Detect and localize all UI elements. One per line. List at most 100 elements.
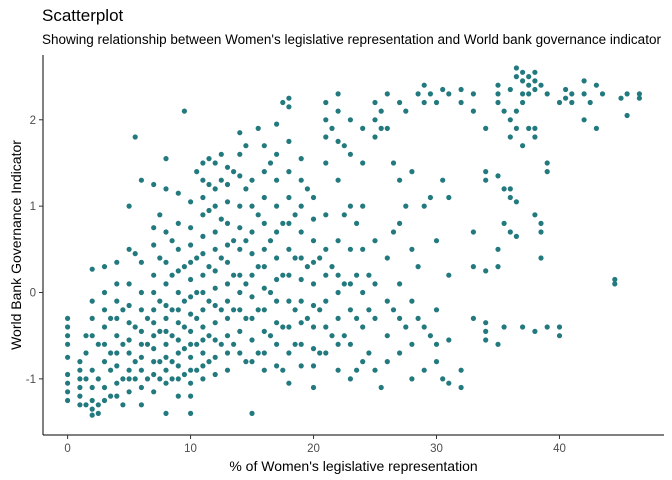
- data-point: [224, 281, 231, 287]
- data-point: [114, 393, 120, 399]
- data-point: [126, 246, 132, 252]
- data-point: [89, 333, 95, 339]
- data-point: [440, 177, 446, 183]
- data-point: [544, 160, 550, 166]
- data-point: [520, 91, 526, 97]
- data-point: [298, 255, 304, 261]
- data-point: [526, 91, 532, 97]
- data-point: [267, 289, 274, 296]
- data-point: [163, 186, 169, 192]
- data-point: [200, 337, 206, 343]
- data-point: [65, 324, 71, 330]
- data-point: [65, 315, 71, 321]
- x-axis-title: % of Women's legislative representation: [229, 458, 477, 474]
- data-point: [151, 225, 157, 231]
- data-point: [298, 229, 304, 235]
- data-point: [347, 203, 353, 209]
- data-point: [255, 212, 261, 218]
- data-point: [520, 99, 526, 106]
- data-point: [218, 341, 224, 347]
- data-point: [335, 367, 341, 373]
- data-point: [249, 337, 255, 343]
- data-point: [138, 328, 144, 334]
- data-point: [483, 328, 489, 334]
- data-point: [151, 346, 157, 352]
- data-point: [212, 246, 218, 252]
- data-point: [310, 346, 317, 352]
- data-point: [114, 281, 120, 287]
- data-point: [298, 363, 304, 369]
- data-point: [581, 117, 587, 123]
- data-point: [280, 324, 286, 330]
- data-point: [77, 376, 83, 382]
- data-point: [384, 333, 390, 339]
- data-point: [427, 333, 433, 339]
- data-point: [101, 359, 108, 365]
- data-point: [556, 333, 563, 339]
- data-point: [151, 242, 157, 248]
- data-point: [95, 402, 101, 408]
- data-point: [384, 359, 390, 365]
- data-point: [206, 156, 212, 162]
- data-point: [317, 255, 323, 261]
- data-point: [188, 242, 194, 248]
- data-point: [483, 177, 489, 183]
- data-point: [95, 410, 101, 416]
- data-point: [261, 367, 267, 373]
- data-point: [366, 272, 372, 278]
- data-point: [218, 216, 224, 222]
- data-point: [188, 311, 194, 317]
- data-point: [286, 324, 292, 330]
- data-point: [231, 341, 237, 347]
- data-point: [138, 402, 144, 408]
- data-point: [495, 173, 501, 179]
- data-point: [243, 143, 249, 149]
- x-tick-label: 20: [307, 443, 320, 455]
- data-point: [378, 108, 384, 114]
- data-point: [89, 412, 95, 418]
- data-point: [341, 212, 347, 218]
- data-point: [335, 108, 341, 114]
- data-point: [255, 350, 261, 356]
- data-point: [323, 212, 329, 218]
- data-point: [200, 212, 206, 218]
- data-point: [360, 324, 366, 330]
- data-point: [538, 229, 544, 235]
- x-tick-label: 30: [430, 443, 443, 455]
- data-point: [612, 281, 618, 287]
- data-point: [513, 233, 520, 239]
- data-point: [538, 255, 544, 261]
- data-point: [181, 324, 187, 330]
- data-point: [520, 69, 526, 75]
- data-point: [501, 324, 507, 330]
- data-point: [507, 186, 513, 192]
- data-point: [151, 371, 157, 378]
- data-point: [470, 229, 476, 235]
- data-point: [372, 367, 378, 373]
- data-point: [89, 315, 95, 321]
- data-point: [163, 367, 169, 373]
- data-point: [440, 86, 446, 93]
- data-point: [421, 367, 427, 373]
- data-point: [335, 177, 341, 183]
- data-point: [274, 320, 280, 326]
- data-point: [360, 246, 366, 252]
- data-point: [581, 78, 587, 84]
- chart-subtitle: Showing relationship between Women's leg…: [42, 32, 661, 47]
- data-point: [624, 91, 630, 97]
- data-point: [95, 341, 101, 347]
- data-point: [298, 298, 304, 304]
- data-point: [267, 238, 274, 244]
- data-point: [144, 376, 151, 382]
- data-point: [237, 151, 243, 157]
- data-point: [532, 212, 538, 218]
- data-point: [175, 337, 181, 343]
- data-point: [212, 160, 218, 166]
- data-point: [132, 134, 138, 140]
- data-point: [120, 402, 126, 408]
- data-point: [569, 99, 575, 106]
- data-point: [532, 125, 538, 131]
- data-point: [151, 307, 157, 313]
- data-point: [157, 328, 163, 334]
- data-point: [372, 99, 378, 106]
